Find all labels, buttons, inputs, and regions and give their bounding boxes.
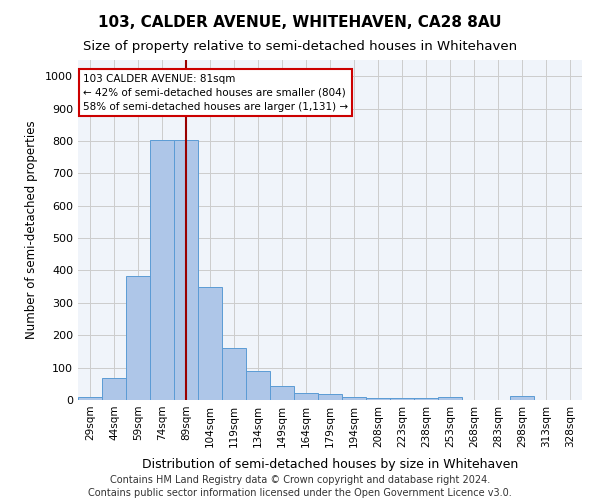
Bar <box>318 394 342 400</box>
Bar <box>222 348 246 400</box>
Bar <box>126 276 150 400</box>
Bar <box>174 140 198 400</box>
Y-axis label: Number of semi-detached properties: Number of semi-detached properties <box>25 120 38 340</box>
Bar <box>102 378 126 400</box>
Bar <box>366 398 390 400</box>
Bar <box>438 397 462 400</box>
Bar <box>270 386 294 400</box>
Bar <box>294 393 318 400</box>
Text: Contains public sector information licensed under the Open Government Licence v3: Contains public sector information licen… <box>88 488 512 498</box>
Bar <box>390 398 414 400</box>
Text: 103 CALDER AVENUE: 81sqm
← 42% of semi-detached houses are smaller (804)
58% of : 103 CALDER AVENUE: 81sqm ← 42% of semi-d… <box>83 74 348 112</box>
Bar <box>510 396 534 400</box>
Bar <box>342 397 366 400</box>
Text: 103, CALDER AVENUE, WHITEHAVEN, CA28 8AU: 103, CALDER AVENUE, WHITEHAVEN, CA28 8AU <box>98 15 502 30</box>
Text: Contains HM Land Registry data © Crown copyright and database right 2024.: Contains HM Land Registry data © Crown c… <box>110 475 490 485</box>
Bar <box>78 398 102 400</box>
Bar <box>198 286 222 400</box>
X-axis label: Distribution of semi-detached houses by size in Whitehaven: Distribution of semi-detached houses by … <box>142 458 518 471</box>
Bar <box>246 371 270 400</box>
Bar <box>414 398 438 400</box>
Bar <box>150 140 174 400</box>
Text: Size of property relative to semi-detached houses in Whitehaven: Size of property relative to semi-detach… <box>83 40 517 53</box>
